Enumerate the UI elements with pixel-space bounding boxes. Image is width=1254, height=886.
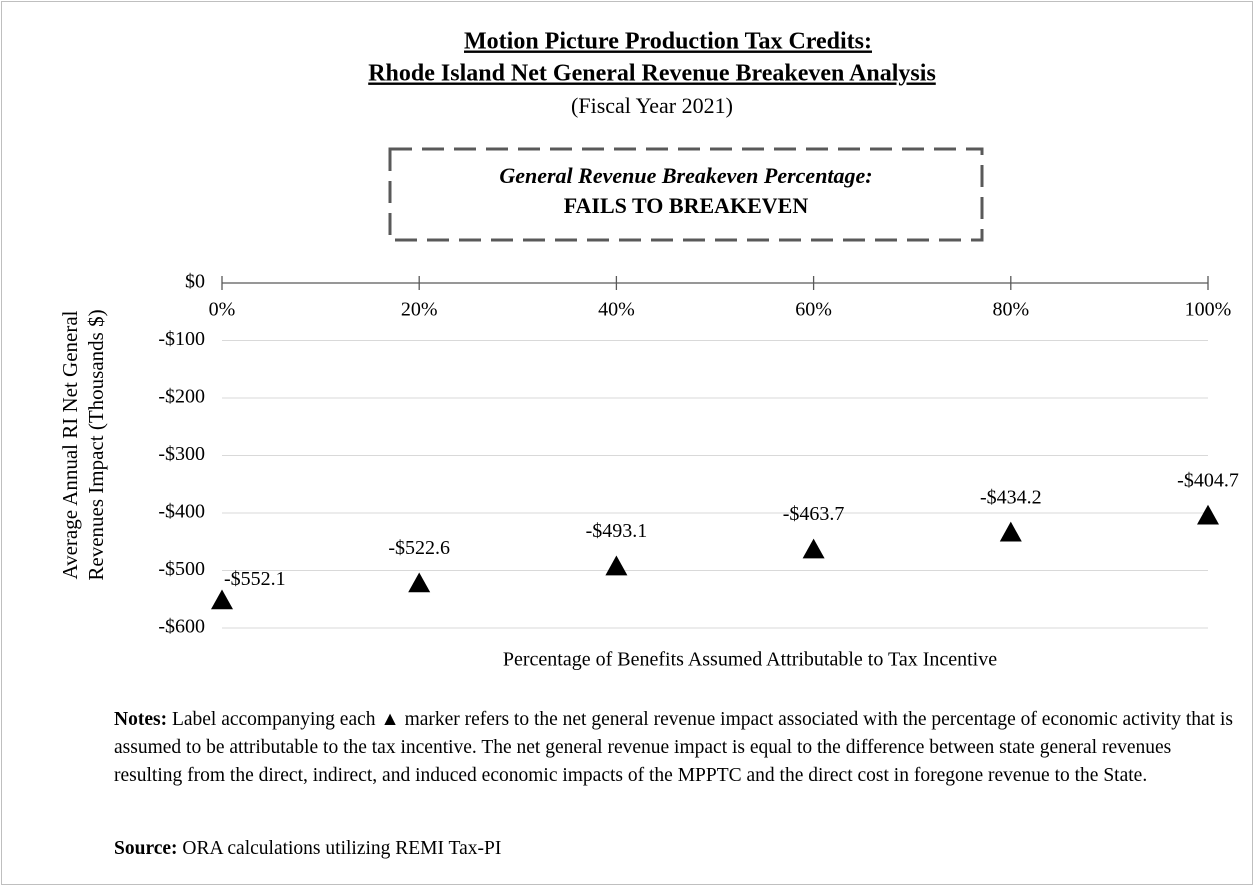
chart-title: Rhode Island Net General Revenue Breakev… bbox=[368, 61, 936, 87]
x-axis-label: Percentage of Benefits Assumed Attributa… bbox=[503, 649, 997, 671]
chart-title: Motion Picture Production Tax Credits: bbox=[464, 29, 872, 55]
notes-text: Label accompanying each ▲ marker refers … bbox=[114, 709, 1233, 786]
x-tick-label: 20% bbox=[401, 299, 438, 321]
x-tick-label: 60% bbox=[795, 299, 832, 321]
x-tick-label: 0% bbox=[209, 299, 236, 321]
data-label: -$404.7 bbox=[1177, 469, 1239, 491]
marker bbox=[408, 572, 431, 593]
notes: Notes: Label accompanying each ▲ marker … bbox=[114, 706, 1239, 790]
notes-label: Notes: bbox=[114, 709, 168, 730]
y-tick-label: -$600 bbox=[158, 616, 205, 638]
source-label: Source: bbox=[114, 838, 178, 859]
y-axis-label: Revenues Impact (Thousands $) bbox=[84, 309, 108, 580]
marker bbox=[999, 521, 1022, 542]
y-tick-label: -$500 bbox=[158, 558, 205, 580]
y-tick-label: -$100 bbox=[158, 328, 205, 350]
annotation: General Revenue Breakeven Percentage: bbox=[499, 163, 872, 188]
annotation: FAILS TO BREAKEVEN bbox=[564, 193, 809, 218]
y-tick-label: -$300 bbox=[158, 443, 205, 465]
annotation-box bbox=[388, 147, 984, 242]
data-label: -$552.1 bbox=[224, 568, 286, 590]
data-label: -$463.7 bbox=[783, 503, 845, 525]
chart-subtitle: (Fiscal Year 2021) bbox=[571, 93, 733, 118]
y-tick-label: $0 bbox=[185, 271, 205, 293]
x-tick-label: 80% bbox=[992, 299, 1029, 321]
y-tick-label: -$200 bbox=[158, 386, 205, 408]
source-text: ORA calculations utilizing REMI Tax-PI bbox=[182, 838, 502, 859]
y-axis-label: Average Annual RI Net General bbox=[58, 310, 82, 579]
marker bbox=[211, 589, 233, 610]
y-tick-label: -$400 bbox=[158, 501, 205, 523]
marker bbox=[1197, 504, 1219, 525]
marker bbox=[802, 538, 825, 559]
source: Source: ORA calculations utilizing REMI … bbox=[114, 835, 1239, 863]
marker bbox=[605, 555, 628, 576]
data-label: -$434.2 bbox=[980, 486, 1042, 508]
x-tick-label: 100% bbox=[1185, 299, 1232, 321]
data-label: -$522.6 bbox=[388, 537, 450, 559]
data-label: -$493.1 bbox=[586, 520, 648, 542]
x-tick-label: 40% bbox=[598, 299, 635, 321]
